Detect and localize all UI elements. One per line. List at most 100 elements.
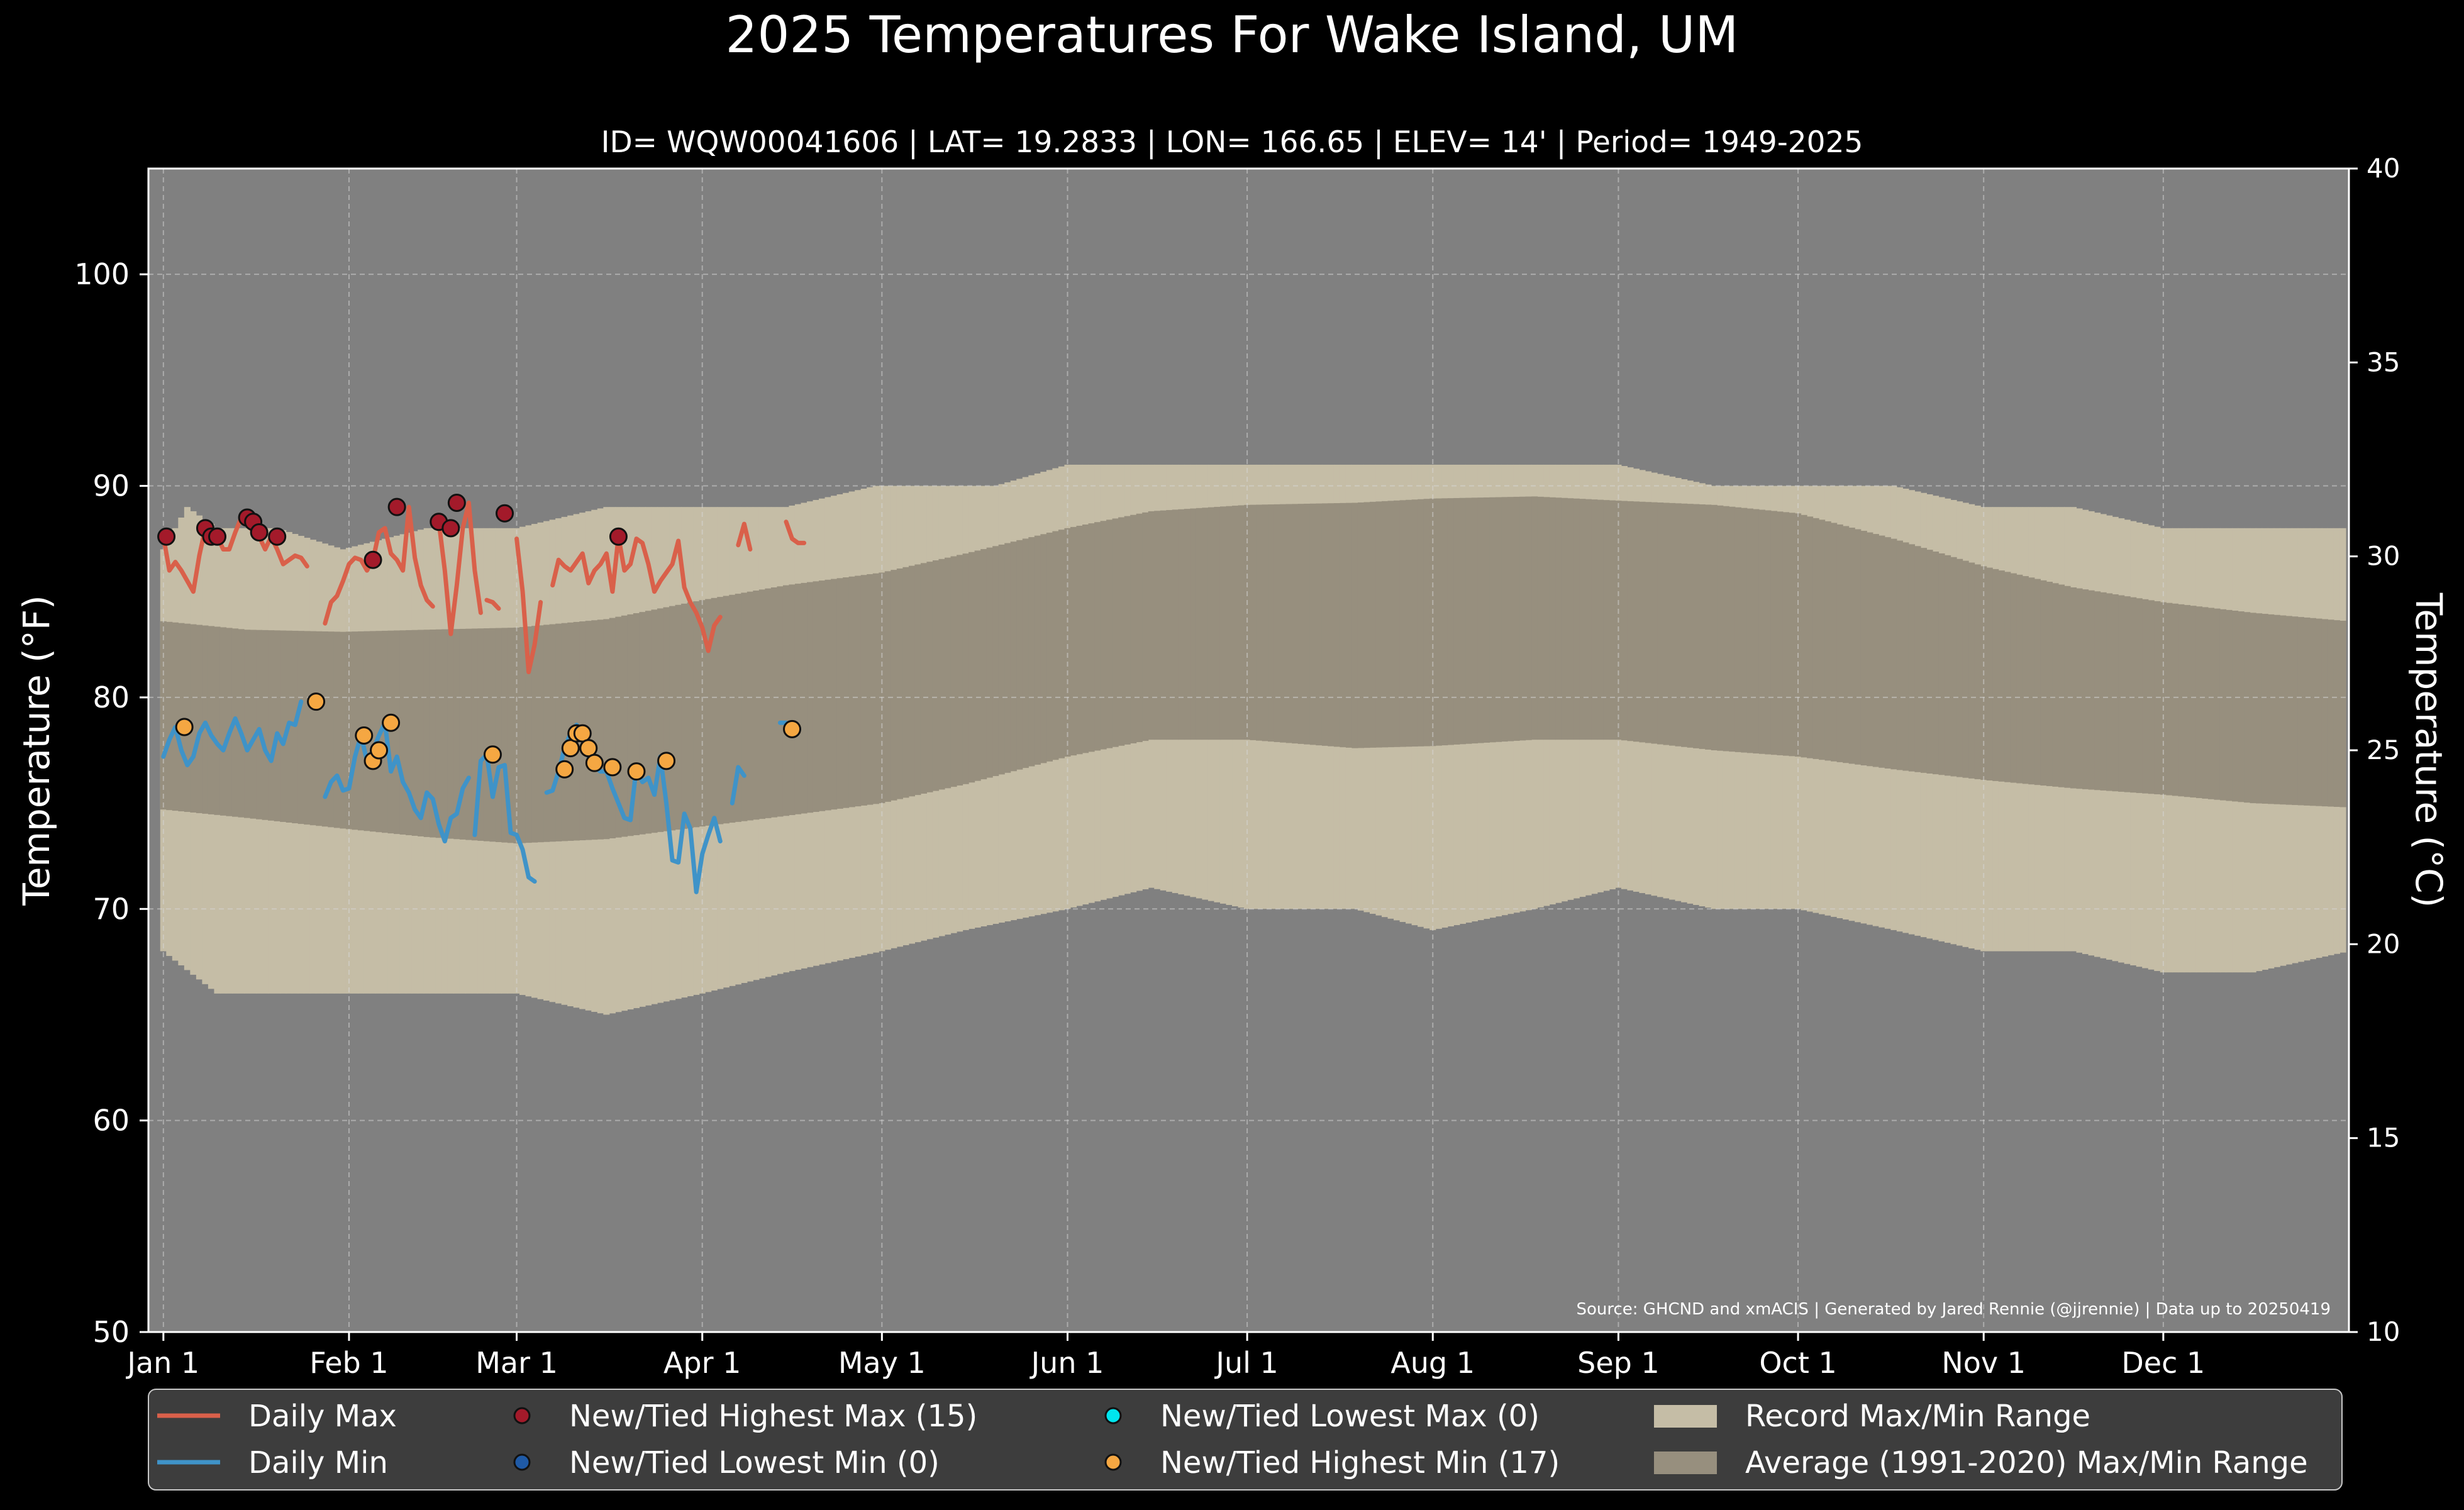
normal-range-bar	[1663, 502, 1670, 745]
y-tick-label-right: 30	[2367, 541, 2400, 572]
normal-range-bar	[1321, 503, 1328, 746]
normal-range-bar	[1836, 524, 1843, 762]
normal-range-bar	[1034, 535, 1041, 765]
legend-label: New/Tied Highest Min (17)	[1160, 1445, 1560, 1480]
normal-range-bar	[2136, 598, 2143, 793]
legend-label: Daily Min	[248, 1445, 388, 1480]
normal-range-bar	[441, 629, 448, 838]
daily-max-line	[784, 519, 807, 545]
legend-item: New/Tied Lowest Max (0)	[1104, 1399, 1540, 1434]
normal-range-bar	[836, 578, 843, 809]
normal-range-bar	[2238, 611, 2245, 802]
normal-range-bar	[399, 630, 406, 835]
normal-range-bar	[1794, 513, 1802, 757]
y-tick-label-right: 35	[2367, 347, 2400, 377]
normal-range-bar	[848, 576, 855, 808]
normal-range-bar	[525, 626, 532, 843]
highest-max-point	[250, 523, 269, 542]
legend-item: New/Tied Highest Min (17)	[1104, 1445, 1560, 1480]
highest-min-point	[585, 753, 604, 772]
normal-range-bar	[1387, 501, 1394, 748]
normal-range-bar	[1274, 504, 1280, 742]
highest-max-point	[363, 550, 382, 569]
normal-range-bar	[1435, 498, 1442, 746]
normal-range-bar	[1687, 504, 1694, 748]
normal-range-bar	[2004, 572, 2011, 782]
left-y-axis-label: Temperature (°F)	[15, 595, 58, 906]
legend-patch-swatch	[1654, 1452, 1717, 1474]
normal-range-bar	[1902, 542, 1909, 771]
normal-range-bar	[1483, 497, 1490, 743]
daily-max-line	[436, 500, 483, 636]
normal-range-bar	[1639, 501, 1646, 743]
y-tick-label-right: 10	[2367, 1316, 2400, 1347]
normal-range-bar	[1328, 503, 1335, 747]
normal-range-bar	[495, 628, 502, 842]
normal-range-bar	[2124, 596, 2131, 792]
normal-range-bar	[2172, 603, 2178, 796]
normal-range-bar	[1681, 503, 1688, 747]
normal-range-bar	[1465, 497, 1472, 744]
normal-range-bar	[2064, 586, 2071, 788]
normal-range-bar	[831, 579, 838, 810]
normal-range-bar	[2142, 599, 2149, 794]
normal-range-bar	[615, 616, 622, 838]
normal-range-bar	[1992, 569, 1999, 781]
x-tick-label: May 1	[838, 1346, 926, 1380]
normal-range-bar	[824, 579, 831, 811]
normal-range-bar	[867, 574, 874, 805]
normal-range-bar	[1094, 522, 1101, 751]
legend-item: New/Tied Highest Max (15)	[513, 1399, 977, 1434]
normal-range-bar	[268, 630, 275, 821]
normal-range-bar	[1268, 504, 1275, 742]
normal-range-bar	[1591, 499, 1598, 740]
x-tick-label: Jan 1	[125, 1346, 199, 1380]
normal-range-bar	[1046, 532, 1053, 762]
normal-range-bar	[1459, 497, 1466, 745]
highest-max-point	[157, 527, 176, 546]
normal-range-bar	[1100, 521, 1107, 750]
normal-range-bar	[1106, 519, 1113, 748]
normal-range-bar	[789, 584, 796, 816]
normal-range-bar	[1920, 548, 1928, 773]
normal-range-bar	[1597, 499, 1604, 740]
highest-max-point	[609, 527, 628, 546]
normal-range-bar	[244, 630, 251, 818]
normal-range-bar	[735, 594, 741, 822]
normal-range-bar	[1765, 510, 1772, 755]
normal-range-bar	[1645, 502, 1652, 743]
y-tick-label-left: 100	[74, 257, 130, 291]
normal-range-bar	[945, 557, 952, 789]
normal-range-bar	[1076, 525, 1083, 755]
normal-range-bar	[1471, 497, 1478, 744]
y-tick-label-left: 90	[92, 469, 130, 503]
normal-range-bar	[208, 626, 215, 814]
normal-range-bar	[2297, 617, 2304, 806]
normal-range-bar	[1297, 504, 1304, 744]
y-tick-label-right: 40	[2367, 153, 2400, 184]
normal-range-bar	[1340, 502, 1346, 748]
normal-range-bar	[1525, 496, 1532, 740]
normal-range-bar	[1777, 511, 1784, 755]
normal-range-bar	[489, 628, 496, 842]
normal-range-bar	[1819, 519, 1826, 760]
normal-range-bar	[483, 628, 491, 841]
normal-range-bar	[471, 628, 478, 841]
normal-range-bar	[1136, 513, 1143, 743]
legend: Daily Max Daily Min New/Tied Highest Max (…	[148, 1389, 2343, 1491]
highest-min-point	[483, 745, 502, 764]
daily-min-line	[730, 765, 746, 806]
normal-range-bar	[1112, 518, 1119, 747]
legend-item: Average (1991-2020) Max/Min Range	[1654, 1445, 2308, 1480]
normal-range-bar	[1441, 498, 1448, 746]
daily-min-line	[323, 720, 471, 844]
normal-range-bar	[1531, 496, 1538, 740]
normal-range-bar	[746, 591, 753, 821]
normal-range-bar	[2112, 594, 2119, 792]
normal-range-bar	[280, 630, 287, 822]
normal-range-bar	[1693, 504, 1700, 748]
y-tick-label-left: 80	[92, 680, 130, 714]
normal-range-bar	[226, 628, 233, 816]
normal-range-bar	[1968, 562, 1975, 779]
normal-range-bar	[1627, 501, 1634, 741]
